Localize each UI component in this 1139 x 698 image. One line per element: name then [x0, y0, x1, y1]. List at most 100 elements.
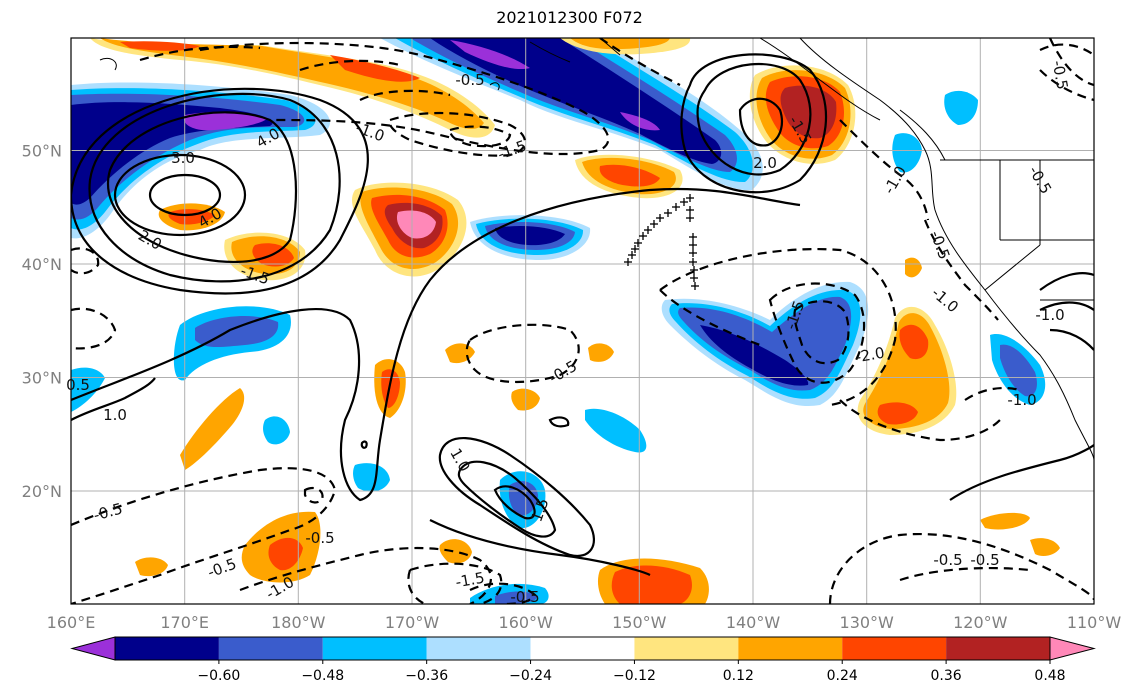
- contour-value: -1.5: [495, 137, 529, 164]
- latitude-tick-label: 40°N: [22, 255, 62, 274]
- contour-low-3: [113, 153, 247, 237]
- contour-low-0: [71, 87, 369, 295]
- neg-band-diagonal-core: [430, 38, 722, 164]
- longitude-tick-label: 160°E: [47, 613, 96, 632]
- pos-blob-168w-strip-core: [381, 369, 400, 408]
- contour-label: 2.0: [135, 226, 165, 254]
- colorbar-extend-min: [70, 636, 116, 661]
- neg-blob-northwest-coast: [944, 90, 978, 125]
- plus-markers: [624, 194, 699, 290]
- figure-title: 2021012300 F072: [496, 8, 643, 27]
- colorbar-swatch: [530, 637, 635, 660]
- neg-band-diagonal-min2: [620, 112, 660, 131]
- contour-value: -0.5: [305, 529, 334, 547]
- contour-neg-west-1: [71, 307, 117, 350]
- colorbar-tick-label: 0.48: [1034, 668, 1065, 684]
- lat-lon-grid: [71, 38, 1094, 604]
- contour-value: -0.5: [970, 551, 999, 569]
- contour-neg-south-2: [239, 546, 492, 604]
- contour-neg-ne: [839, 43, 1094, 221]
- contour-label: -0.5: [933, 551, 962, 569]
- longitude-tick-label: 150°W: [612, 613, 667, 632]
- contour-small-loop2: [360, 440, 368, 449]
- contour-label: -0.5: [1049, 59, 1072, 91]
- longitude-tick-label: 130°W: [840, 613, 895, 632]
- contour-hawaii-3: [493, 485, 536, 520]
- contour-label: 3.0: [171, 149, 195, 167]
- contour-value: 2.0: [753, 154, 777, 172]
- colorbar-swatch: [218, 637, 323, 660]
- contour-east-coast: [949, 444, 1094, 501]
- contour-label: 1.0: [103, 406, 127, 424]
- pos-blob-165w-30n: [445, 343, 475, 364]
- neg-blob-165w: [353, 463, 390, 492]
- contour-value: -0.5: [455, 71, 484, 89]
- contour-low-4: [148, 173, 222, 217]
- longitude-tick-label: 160°W: [499, 613, 554, 632]
- pos-blob-135w-core: [780, 85, 837, 139]
- neg-band-diagonal-min1: [450, 40, 530, 70]
- pos-blob-155w-30n: [588, 343, 614, 362]
- contour-south-hawaii: [429, 519, 651, 576]
- contour-neg-far-south: [828, 532, 1094, 604]
- contour-neg-north-1: [199, 41, 610, 156]
- contour-neg-se: [839, 386, 1021, 442]
- contour-hawaii-1: [438, 437, 596, 558]
- north-america-coast: [799, 38, 1094, 461]
- pos-blob-117w: [980, 512, 1030, 530]
- contour-neg-140w-2: [768, 282, 866, 384]
- pos-blob-coast-40n: [905, 257, 922, 278]
- contour-value: 0.5: [66, 376, 90, 394]
- state-borders: [984, 160, 1094, 301]
- neg-blob-150w: [585, 408, 647, 453]
- pos-blob-170w-max: [396, 210, 436, 239]
- contour-high-1: [738, 97, 784, 147]
- contour-label: -0.5: [305, 529, 334, 547]
- pos-blob-115w: [1030, 538, 1060, 556]
- aleutian-islands: [99, 38, 621, 91]
- contour-value: -1.0: [1007, 391, 1036, 409]
- colorbar-tick-label: −0.48: [301, 668, 344, 684]
- pos-blob-177e-core: [268, 537, 303, 571]
- contour-label: 0.5: [66, 376, 90, 394]
- latitude-tick-label: 20°N: [22, 482, 62, 501]
- contour-label: -1.5: [454, 569, 486, 592]
- contour-label: -1.0: [353, 119, 387, 146]
- neg-band-140w-inner: [678, 296, 852, 391]
- contour-east-coast-2: [1039, 272, 1094, 351]
- longitude-tick-label: 120°W: [953, 613, 1008, 632]
- neg-band-north-min: [184, 112, 268, 131]
- contour-value: 1.0: [446, 445, 474, 475]
- contour-label: 2.0: [753, 154, 777, 172]
- contour-low-2: [107, 111, 298, 263]
- contour-value: 2.0: [135, 226, 165, 254]
- colorbar-swatch: [322, 637, 427, 660]
- contour-neg-south-4: [469, 582, 537, 604]
- contour-neg-north-4: [359, 89, 451, 101]
- contour-neg-top-right: [599, 38, 1094, 87]
- longitude-tick-label: 140°W: [726, 613, 781, 632]
- contour-neg-coast: [923, 219, 999, 321]
- contour-hawaii-2: [457, 460, 557, 538]
- colorbar-extend-max: [1049, 636, 1096, 661]
- contour-label: -0.5: [927, 228, 954, 262]
- contour-label: -0.5: [510, 588, 539, 606]
- contour-value: 3.0: [171, 149, 195, 167]
- contour-value: -1.0: [1035, 306, 1064, 324]
- contour-value: 1.0: [103, 406, 127, 424]
- contour-value: -0.5: [510, 588, 539, 606]
- alaska-panhandle: [759, 38, 946, 161]
- pos-blob-125w-core: [877, 402, 918, 425]
- colorbar: −0.60 −0.48 −0.36 −0.24 −0.12 0.12 0.24 0.36 0.4…: [70, 636, 1139, 684]
- latitude-axis: 50°N 40°N 30°N 20°N: [22, 142, 62, 502]
- contour-neg-nw: [139, 45, 261, 62]
- contour-value: -0.5: [1025, 163, 1055, 197]
- contour-label: -1.0: [928, 284, 962, 317]
- pos-blob-top-center-mid: [570, 38, 670, 50]
- pos-blob-175e: [180, 388, 245, 470]
- pos-blob-165e-south: [135, 557, 168, 577]
- contour-value: -0.5: [933, 551, 962, 569]
- contour-value: -0.5: [927, 228, 954, 262]
